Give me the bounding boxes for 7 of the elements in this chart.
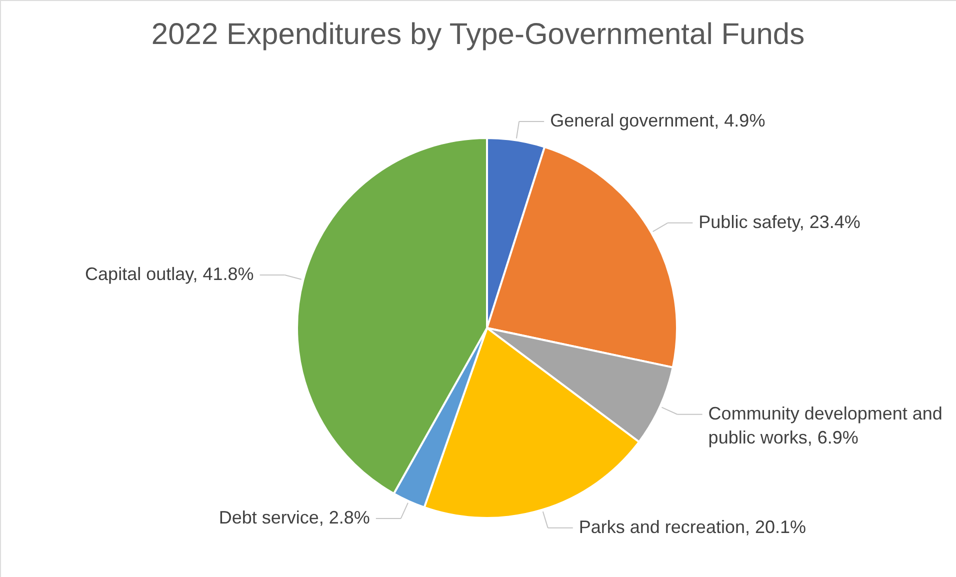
chart-title: 2022 Expenditures by Type-Governmental Funds — [151, 18, 805, 51]
slice-label: Parks and recreation, 20.1% — [578, 516, 806, 537]
slice-label: Public safety, 23.4% — [698, 212, 860, 232]
slice-label: Community development and public works, 6.9% — [708, 403, 942, 448]
slice-label: Capital outlay, 41.8% — [85, 264, 254, 284]
slice-label: General government, 4.9% — [550, 110, 766, 130]
slice-label: Debt service, 2.8% — [218, 507, 370, 528]
